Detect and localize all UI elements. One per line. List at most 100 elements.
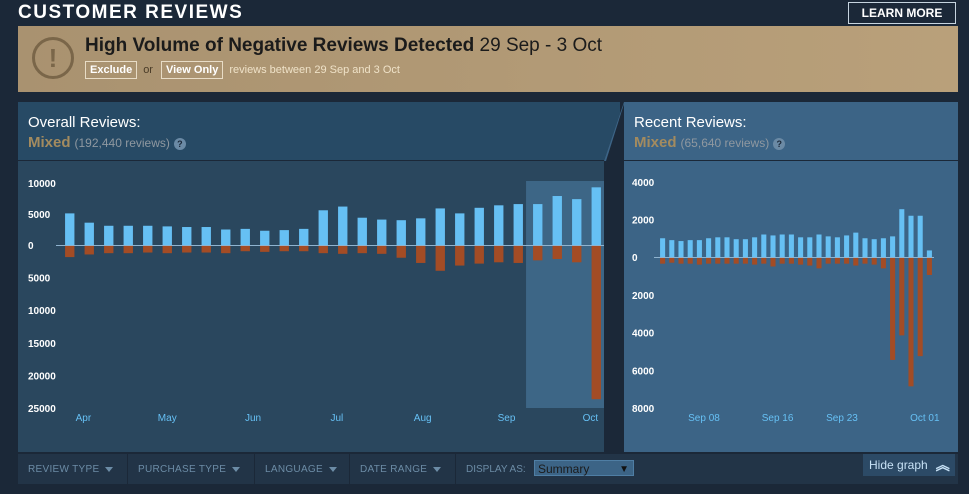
positive-bar (834, 237, 840, 257)
date-range-dropdown[interactable]: DATE RANGE (350, 454, 456, 484)
negative-bar (572, 246, 582, 263)
overall-review-count: (192,440 reviews) (74, 136, 170, 150)
y-tick-label: 15000 (28, 339, 56, 350)
overall-rating: Mixed (192,440 reviews) ? (28, 134, 186, 151)
negative-bar (724, 258, 730, 264)
positive-bar (494, 205, 504, 245)
display-as-label: DISPLAY AS: (466, 463, 526, 475)
negative-bar (862, 258, 868, 264)
negative-bar (357, 246, 367, 254)
positive-bar (816, 234, 822, 257)
alert-or-label: or (143, 64, 153, 76)
view-only-button[interactable]: View Only (160, 61, 224, 79)
positive-bar (572, 199, 582, 245)
purchase-type-dropdown[interactable]: PURCHASE TYPE (128, 454, 255, 484)
x-tick-label: Aug (414, 413, 432, 424)
positive-bar (678, 241, 684, 257)
negative-bar (201, 246, 211, 253)
positive-bar (474, 207, 484, 245)
chevron-up-icon: ︽ (935, 457, 950, 473)
negative-bar (474, 246, 484, 264)
x-tick-label: Oct 01 (910, 413, 940, 424)
negative-bar (240, 246, 250, 252)
negative-bar (338, 246, 348, 254)
negative-bar (669, 258, 675, 263)
x-tick-label: Sep (498, 413, 516, 424)
positive-bar (143, 225, 153, 245)
help-icon[interactable]: ? (173, 138, 186, 150)
negative-bar (816, 258, 822, 269)
positive-bar (435, 208, 445, 245)
recent-rating: Mixed (65,640 reviews) ? (634, 134, 786, 151)
y-tick-label: 2000 (632, 291, 655, 302)
x-tick-label: Jun (245, 413, 261, 424)
positive-bar (871, 239, 877, 257)
positive-bar (880, 238, 886, 257)
alert-date-range: 29 Sep - 3 Oct (479, 35, 603, 56)
overall-reviews-header: Overall Reviews: Mixed (192,440 reviews)… (18, 102, 620, 161)
negative-bar (880, 258, 886, 269)
positive-bar (513, 204, 523, 245)
positive-bar (752, 237, 758, 257)
help-icon[interactable]: ? (773, 138, 786, 150)
negative-bar (788, 258, 794, 264)
positive-bar (377, 219, 387, 245)
review-type-label: REVIEW TYPE (28, 463, 100, 475)
positive-bar (696, 240, 702, 257)
positive-bar (669, 240, 675, 257)
negative-bar (182, 246, 192, 253)
y-tick-label: 6000 (632, 366, 655, 377)
learn-more-button[interactable]: LEARN MORE (848, 2, 956, 24)
negative-bar (455, 246, 465, 266)
exclude-button[interactable]: Exclude (85, 61, 138, 79)
caret-down-icon (328, 466, 337, 472)
recent-rating-label: Mixed (634, 134, 677, 151)
negative-bar (533, 246, 543, 261)
y-tick-label: 8000 (632, 404, 655, 415)
positive-bar (798, 237, 804, 257)
negative-bar (221, 246, 231, 254)
positive-bar (706, 238, 712, 257)
x-tick-label: Sep 16 (762, 413, 794, 424)
hide-graph-button[interactable]: Hide graph ︽ (863, 454, 955, 476)
positive-bar (533, 204, 543, 245)
language-dropdown[interactable]: LANGUAGE (255, 454, 350, 484)
negative-bar (678, 258, 684, 264)
positive-bar (162, 226, 172, 245)
positive-bar (84, 222, 94, 245)
overall-reviews-title: Overall Reviews: (28, 114, 141, 131)
display-as-select[interactable]: Summary ▼ (534, 460, 634, 476)
negative-bar (513, 246, 523, 263)
positive-bar (396, 220, 406, 245)
recent-reviews-chart: 4000 2000 0 2000 4000 6000 8000 Sep 08 Sep 16 Sep… (632, 178, 940, 424)
negative-bar (696, 258, 702, 265)
x-tick-label: Sep 08 (688, 413, 720, 424)
negative-bar (591, 246, 601, 400)
positive-bar (788, 234, 794, 257)
positive-bar (779, 234, 785, 257)
review-type-dropdown[interactable]: REVIEW TYPE (18, 454, 128, 484)
negative-bar (834, 258, 840, 264)
x-tick-label: Apr (76, 413, 92, 424)
negative-bar (377, 246, 387, 254)
positive-bar (299, 228, 309, 245)
negative-bar (926, 258, 932, 275)
y-tick-label: 4000 (632, 329, 655, 340)
negative-bar (779, 258, 785, 264)
positive-bar (455, 213, 465, 245)
negative-bar (798, 258, 804, 265)
caret-down-icon (105, 466, 114, 472)
positive-bar (825, 236, 831, 257)
negative-bar (552, 246, 562, 260)
positive-bar (318, 210, 328, 245)
negative-reviews-alert: ! High Volume of Negative Reviews Detect… (18, 26, 958, 92)
positive-bar (660, 238, 666, 257)
alert-heading: High Volume of Negative Reviews Detected… (85, 35, 602, 57)
overall-rating-label: Mixed (28, 134, 71, 151)
purchase-type-label: PURCHASE TYPE (138, 463, 227, 475)
negative-bar (104, 246, 114, 254)
positive-bar (862, 238, 868, 257)
negative-bar (761, 258, 767, 264)
y-tick-label: 0 (632, 253, 638, 264)
positive-bar (890, 236, 896, 257)
